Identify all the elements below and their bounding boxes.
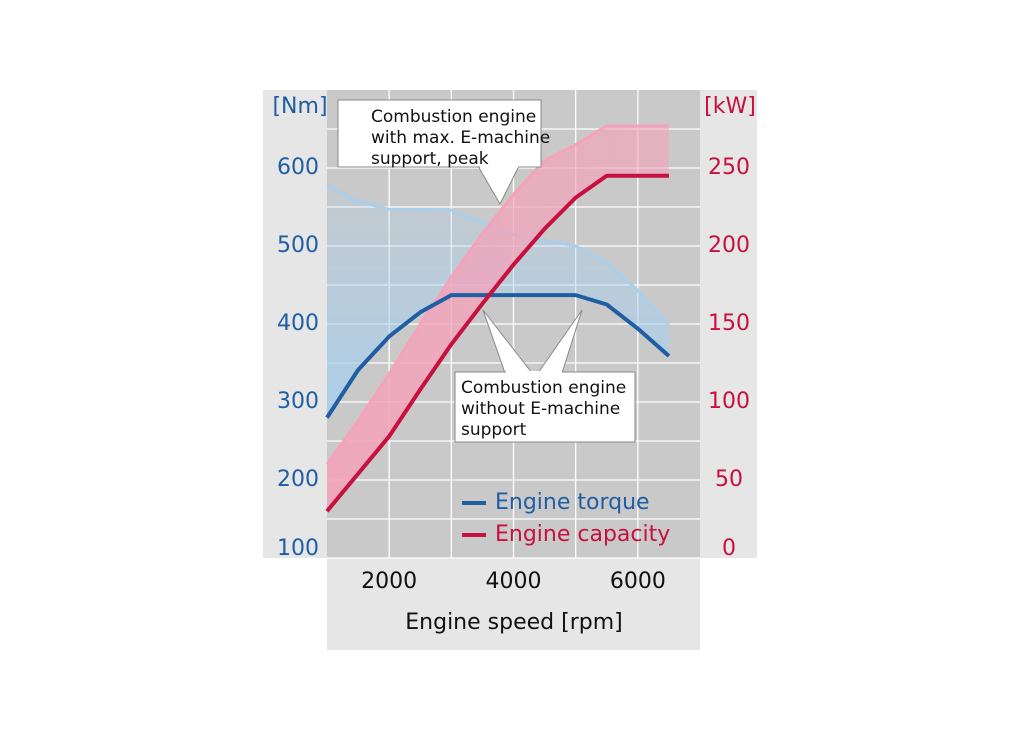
left-axis-panel — [263, 90, 327, 558]
callout-joint — [506, 371, 562, 374]
x-tick-label: 4000 — [486, 569, 542, 594]
y-tick-label: 600 — [277, 155, 319, 180]
annotation-text: without E-machine — [461, 399, 620, 419]
y-tick-label: 500 — [277, 233, 319, 258]
callout-joint — [480, 165, 518, 168]
y-tick-label: 200 — [277, 467, 319, 492]
y2-axis-label: [kW] — [704, 94, 756, 119]
y-tick-label: 300 — [277, 389, 319, 414]
y2-tick-label: 250 — [708, 155, 750, 180]
y2-tick-label: 150 — [708, 311, 750, 336]
legend-label: Engine torque — [495, 490, 650, 515]
y2-tick-label: 0 — [722, 536, 736, 561]
series-line — [325, 173, 669, 513]
annotation-text: support — [461, 420, 527, 440]
peak-line — [325, 124, 669, 466]
x-tick-label: 2000 — [361, 569, 417, 594]
series-line — [325, 293, 671, 419]
callout-box — [454, 371, 636, 443]
annotation-text: Combustion engine — [371, 107, 536, 127]
y2-tick-label: 50 — [715, 467, 743, 492]
x-axis-label: Engine speed [rpm] — [405, 610, 622, 635]
y-tick-label: 400 — [277, 311, 319, 336]
y-tick-label: 100 — [277, 536, 319, 561]
support-band — [327, 185, 669, 418]
annotation-text: with max. E-machine — [371, 128, 550, 148]
annotation-text: support, peak — [371, 149, 489, 169]
y-axis-label: [Nm] — [272, 94, 327, 119]
annotation-text: Combustion engine — [461, 378, 626, 398]
y2-tick-label: 200 — [708, 233, 750, 258]
support-band — [327, 125, 669, 512]
right-axis-panel — [700, 90, 757, 558]
y2-tick-label: 100 — [708, 389, 750, 414]
marks — [325, 124, 671, 513]
x-tick-label: 6000 — [610, 569, 666, 594]
callout-box — [337, 99, 542, 168]
bottom-axis-panel — [327, 558, 700, 650]
legend-label: Engine capacity — [495, 522, 670, 547]
